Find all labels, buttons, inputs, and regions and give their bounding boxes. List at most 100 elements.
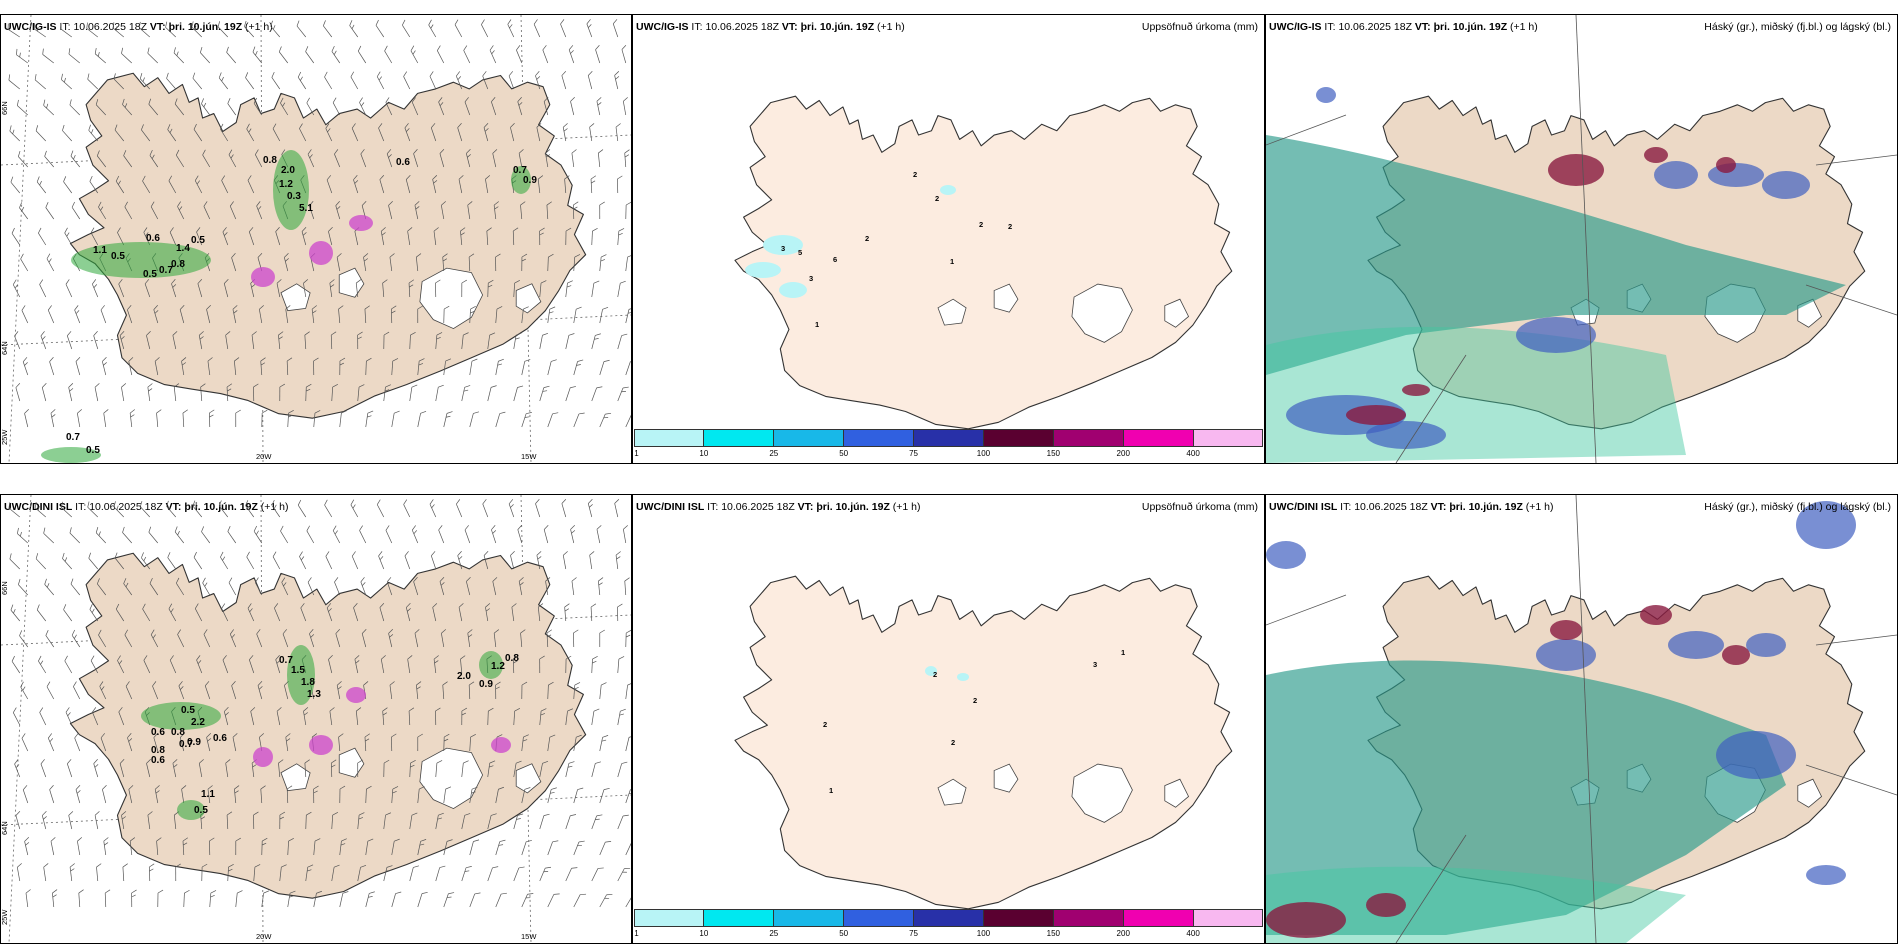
wind-barb <box>590 175 597 194</box>
wind-barb <box>546 629 552 648</box>
colorbar-cell <box>774 429 844 447</box>
graticule-label: 20W <box>256 932 272 941</box>
wind-barb <box>271 499 281 518</box>
precip-area <box>940 185 956 195</box>
wind-barb <box>36 176 47 194</box>
wind-barb <box>414 629 420 648</box>
wind-barb <box>388 629 394 648</box>
wind-barb <box>495 253 501 272</box>
wind-barb <box>359 525 367 544</box>
precip-value-label: 6 <box>833 255 837 264</box>
wind-barb <box>201 863 208 882</box>
snow-area <box>309 735 333 755</box>
wind-barb <box>150 201 159 220</box>
wind-barb <box>383 384 391 402</box>
wind-barb <box>349 20 359 38</box>
wind-barb <box>203 201 211 220</box>
wind-barb <box>339 357 346 376</box>
wind-barb <box>228 149 237 168</box>
wind-barb <box>102 357 107 376</box>
wind-barb <box>539 866 552 882</box>
mid-cloud-area <box>1516 317 1596 353</box>
wind-barb <box>67 759 73 778</box>
wind-barb <box>127 305 133 324</box>
wind-barb <box>339 785 346 804</box>
wind-barb <box>485 175 491 194</box>
wind-barb <box>595 45 601 64</box>
wind-barb <box>287 838 294 856</box>
wind-barb <box>274 603 281 622</box>
wind-barb <box>12 279 21 298</box>
wind-barb <box>272 123 281 142</box>
wind-barb <box>441 629 447 648</box>
wind-barb <box>153 733 159 752</box>
wind-barb <box>614 499 620 518</box>
wind-barb <box>599 359 610 376</box>
rain-value-label: 0.8 <box>171 727 185 738</box>
wind-barb <box>286 357 293 376</box>
wind-barb <box>351 551 359 570</box>
wind-barb <box>383 759 390 778</box>
wind-barb <box>461 332 469 350</box>
glacier <box>515 283 542 314</box>
panel-header: UWC/DINI ISL IT: 10.06.2025 18Z VT: þri.… <box>636 501 1258 513</box>
wind-barb <box>454 19 463 38</box>
wind-barb <box>487 279 494 298</box>
wind-barb <box>537 603 544 622</box>
wind-barb <box>359 97 367 116</box>
wind-barb <box>115 175 125 194</box>
wind-barb <box>296 20 307 38</box>
graticule-line <box>1395 354 1467 463</box>
iceland-landmass <box>734 575 1233 910</box>
wind-barb <box>223 279 229 298</box>
snow-area <box>491 737 511 753</box>
wind-barb <box>112 22 124 38</box>
wind-barb <box>139 500 151 518</box>
rain-value-label: 0.5 <box>111 251 125 262</box>
rain-value-label: 2.2 <box>191 717 205 728</box>
wind-barb <box>443 358 452 376</box>
wind-barb <box>521 840 532 856</box>
wind-barb <box>18 150 29 168</box>
high-cloud-area <box>1266 135 1846 375</box>
glacier <box>1071 283 1133 343</box>
wind-barb <box>332 525 341 544</box>
wind-barb <box>206 733 212 752</box>
wind-barb <box>351 123 359 142</box>
precip-area <box>479 651 503 679</box>
wind-barb <box>24 409 29 428</box>
wind-barb <box>255 149 263 168</box>
wind-barb <box>114 124 125 142</box>
precip-value-label: 2 <box>823 720 827 729</box>
rain-value-label: 1.2 <box>491 661 505 672</box>
wind-barb <box>248 655 255 674</box>
wind-barb <box>35 125 47 142</box>
glacier <box>1164 298 1190 328</box>
wind-barb <box>508 71 515 90</box>
wind-barb <box>103 837 109 856</box>
panel-header: UWC/DINI ISL IT: 10.06.2025 18Z VT: þri.… <box>1269 501 1891 513</box>
wind-barb <box>357 45 367 64</box>
precip-value-label: 1 <box>1121 648 1125 657</box>
wind-barb <box>87 501 99 518</box>
wind-barb <box>64 227 73 246</box>
wind-barb <box>10 176 21 194</box>
wind-barb <box>128 785 134 804</box>
wind-barb <box>50 409 56 428</box>
glacier <box>515 763 542 794</box>
wind-barb <box>182 837 189 856</box>
wind-barb <box>96 863 102 882</box>
graticule-line <box>1805 764 1897 796</box>
iceland-landmass <box>734 95 1233 430</box>
precip-map: 2 2 2 3 1 2 1 <box>734 575 1233 910</box>
wind-barb <box>77 837 83 856</box>
wind-barb <box>235 837 241 856</box>
wind-barb <box>165 21 177 38</box>
wind-barb <box>197 279 203 298</box>
wind-barb <box>257 681 263 700</box>
wind-barb <box>415 253 422 272</box>
wind-barb <box>536 123 542 142</box>
wind-barb <box>461 813 471 830</box>
wind-barb <box>61 501 73 518</box>
wind-barb <box>591 280 600 298</box>
